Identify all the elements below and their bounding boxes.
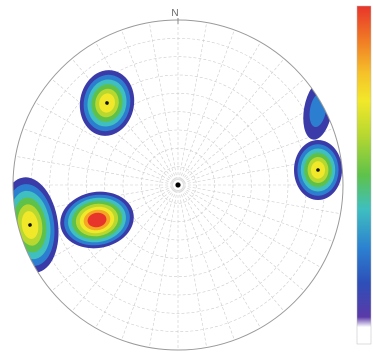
grid-radial (177, 184, 305, 292)
grid-radial (95, 41, 179, 186)
peak-point (316, 168, 320, 172)
net-grid (13, 20, 343, 350)
grid-radial (177, 58, 285, 186)
grid-radial (121, 184, 179, 341)
contour-band (87, 212, 107, 228)
density-cluster (79, 70, 135, 136)
grid-radial (177, 184, 285, 312)
grid-radial (177, 184, 207, 348)
grid-radial (177, 22, 207, 186)
density-cluster (60, 191, 134, 249)
density-cluster (303, 80, 333, 140)
color-scale (356, 5, 372, 345)
peak-point (105, 101, 109, 105)
grid-radial (95, 184, 179, 329)
grid-circle (159, 166, 197, 204)
grid-radial (177, 184, 322, 268)
density-cluster (294, 140, 342, 200)
grid-radial (177, 128, 334, 186)
grid-radial (177, 78, 305, 186)
grid-radial (71, 184, 179, 312)
grid-radial (177, 29, 235, 186)
north-label: N (171, 8, 178, 19)
peak-point (28, 223, 32, 227)
center-point (175, 182, 181, 188)
density-contours (13, 70, 342, 273)
grid-radial (177, 184, 341, 214)
grid-radial (121, 29, 179, 186)
grid-radial (177, 184, 334, 242)
grid-radial (177, 184, 261, 329)
density-cluster (13, 177, 59, 273)
grid-radial (149, 184, 179, 348)
grid-radial (22, 128, 179, 186)
grid-radial (149, 22, 179, 186)
grid-radial (15, 156, 179, 186)
grid-radial (177, 184, 235, 341)
grid-circle (104, 111, 252, 259)
grid-radial (34, 102, 179, 186)
grid-radial (177, 41, 261, 186)
grid-radial (177, 102, 322, 186)
